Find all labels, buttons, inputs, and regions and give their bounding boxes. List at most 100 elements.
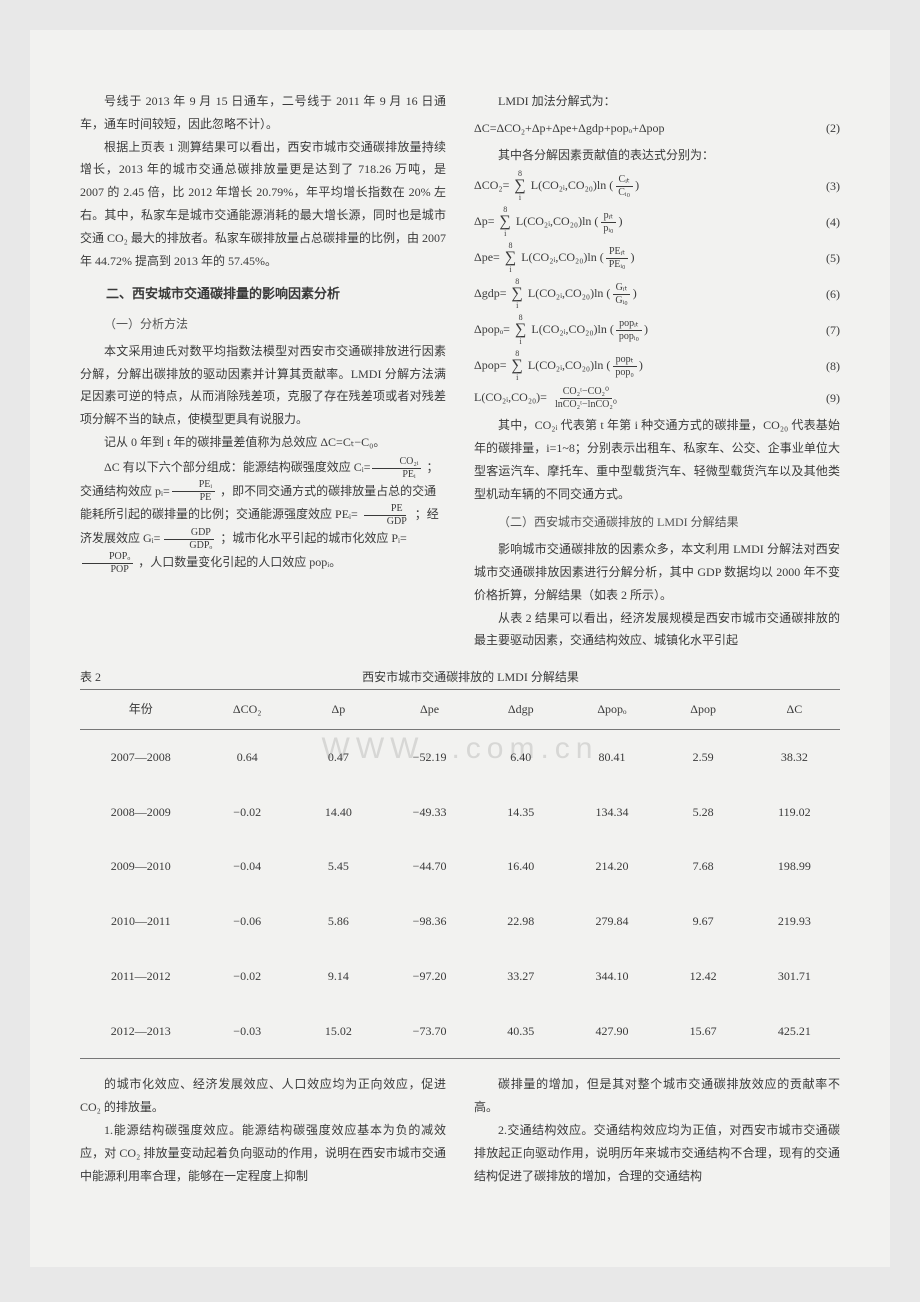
table-cell: 40.35 bbox=[475, 1004, 566, 1059]
table-cell: 2008—2009 bbox=[80, 785, 202, 840]
equation-8: Δpop= 8∑i L(CO₂ᵢ,CO₂₀)ln (popₜpop₀) (8) bbox=[474, 350, 840, 382]
left-composite-paragraph: ΔC 有以下六个部分组成：能源结构碳强度效应 Cᵢ=CO₂ᵢPEᵢ ；交通结构效… bbox=[80, 456, 446, 575]
eq3-fd: Cᵢ₀ bbox=[615, 187, 633, 198]
eq5-fn: PEᵢₜ bbox=[606, 247, 628, 259]
eq2-body: ΔC=ΔCO₂+Δp+Δpe+Δgdp+popₒ+Δpop bbox=[474, 121, 665, 135]
table-cell: 12.42 bbox=[658, 949, 749, 1004]
eq8-num: (8) bbox=[800, 355, 840, 378]
table-cell: 16.40 bbox=[475, 839, 566, 894]
eq3-lhs: ΔCO₂= bbox=[474, 178, 509, 192]
right-column: LMDI 加法分解式为： ΔC=ΔCO₂+Δp+Δpe+Δgdp+popₒ+Δp… bbox=[474, 90, 840, 652]
equation-6: Δgdp= 8∑i L(CO₂ᵢ,CO₂₀)ln (GᵢₜGᵢ₀) (6) bbox=[474, 278, 840, 310]
table-cell: 2012—2013 bbox=[80, 1004, 202, 1059]
right-p2: 影响城市交通碳排放的因素众多，本文利用 LMDI 分解法对西安城市交通碳排放因素… bbox=[474, 538, 840, 606]
left-p1: 号线于 2013 年 9 月 15 日通车，二号线于 2011 年 9 月 16… bbox=[80, 90, 446, 136]
left-p3: 本文采用迪氏对数平均指数法模型对西安市交通碳排放进行因素分解，分解出碳排放的驱动… bbox=[80, 340, 446, 431]
table-cell: 0.64 bbox=[202, 729, 293, 784]
bottom-r1: 碳排量的增加，但是其对整个城市交通碳排放效应的贡献率不高。 bbox=[474, 1073, 840, 1119]
pi-label: pᵢ= bbox=[155, 484, 170, 498]
pe-den: GDP bbox=[360, 516, 410, 527]
table-cell: 2007—2008 bbox=[80, 729, 202, 784]
ppi-den: POP bbox=[83, 564, 131, 575]
table-cell: 2009—2010 bbox=[80, 839, 202, 894]
table-cell: 14.40 bbox=[293, 785, 384, 840]
table-cell: 5.86 bbox=[293, 894, 384, 949]
gi-num: GDP bbox=[164, 528, 214, 540]
right-p-after-eq: 其中，CO₂ᵢ 代表第 t 年第 i 种交通方式的碳排量，CO₂₀ 代表基始年的… bbox=[474, 414, 840, 505]
table-header-cell: Δpe bbox=[384, 689, 475, 729]
eq7-num: (7) bbox=[800, 319, 840, 342]
eq4-num: (4) bbox=[800, 211, 840, 234]
decomp-intro: 其中各分解因素贡献值的表达式分别为： bbox=[474, 144, 840, 167]
table-header-cell: Δdgp bbox=[475, 689, 566, 729]
sum-bot-6: i bbox=[516, 302, 518, 310]
table-cell: 427.90 bbox=[566, 1004, 657, 1059]
eq4-fn: pᵢₜ bbox=[601, 211, 617, 223]
table-cell: 119.02 bbox=[749, 785, 840, 840]
section-2-title: 二、西安城市交通碳排量的影响因素分析 bbox=[80, 282, 446, 307]
table-cell: −0.06 bbox=[202, 894, 293, 949]
eq5-L: L(CO₂ᵢ,CO₂₀)ln bbox=[521, 250, 597, 264]
bottom-l2: 1.能源结构碳强度效应。能源结构碳强度效应基本为负的减效应，对 CO₂ 排放量变… bbox=[80, 1119, 446, 1187]
eq8-lhs: Δpop= bbox=[474, 358, 506, 372]
table-cell: −49.33 bbox=[384, 785, 475, 840]
pi-den: PE bbox=[173, 492, 215, 503]
table-cell: −0.04 bbox=[202, 839, 293, 894]
table-label: 表 2 bbox=[80, 666, 101, 689]
table-row: 2011—2012−0.029.14−97.2033.27344.1012.42… bbox=[80, 949, 840, 1004]
equation-5: Δpe= 8∑i L(CO₂ᵢ,CO₂₀)ln (PEᵢₜPEᵢ₀) (5) bbox=[474, 242, 840, 274]
subsection-1: （一）分析方法 bbox=[80, 313, 446, 336]
table-cell: 15.67 bbox=[658, 1004, 749, 1059]
gi-label: Gᵢ= bbox=[143, 531, 160, 545]
table-cell: 22.98 bbox=[475, 894, 566, 949]
table-cell: −98.36 bbox=[384, 894, 475, 949]
eq8-L: L(CO₂ᵢ,CO₂₀)ln bbox=[528, 358, 604, 372]
table-cell: −0.02 bbox=[202, 785, 293, 840]
eq7-L: L(CO₂ᵢ,CO₂₀)ln bbox=[531, 322, 607, 336]
eq8-fn: popₜ bbox=[613, 355, 637, 367]
bottom-l1: 的城市化效应、经济发展效应、人口效应均为正向效应，促进 CO₂ 的排放量。 bbox=[80, 1073, 446, 1119]
ci-eq: Cᵢ=CO₂ᵢPEᵢ bbox=[354, 460, 427, 474]
table-header-cell: Δpop bbox=[658, 689, 749, 729]
table-cell: −97.20 bbox=[384, 949, 475, 1004]
equation-3: ΔCO₂= 8∑i L(CO₂ᵢ,CO₂₀)ln (CᵢₜCᵢ₀) (3) bbox=[474, 170, 840, 202]
left-p4: 记从 0 年到 t 年的碳排量差值称为总效应 ΔC=Cₜ−C₀。 bbox=[80, 431, 446, 454]
sum-bot-8: i bbox=[516, 374, 518, 382]
eq9-fd: lnCO₂ᵗ−lnCO₂⁰ bbox=[552, 399, 620, 410]
equation-7: Δpopₒ= 8∑i L(CO₂ᵢ,CO₂₀)ln (popᵢₜpopᵢ₀) (… bbox=[474, 314, 840, 346]
table-cell: −73.70 bbox=[384, 1004, 475, 1059]
equation-4: Δp= 8∑i L(CO₂ᵢ,CO₂₀)ln (pᵢₜpᵢ₀) (4) bbox=[474, 206, 840, 238]
ci-den: PEᵢ bbox=[375, 469, 418, 480]
eq7-fd: popᵢ₀ bbox=[616, 331, 642, 342]
table-cell: 2010—2011 bbox=[80, 894, 202, 949]
table-cell: 214.20 bbox=[566, 839, 657, 894]
table-cell: 279.84 bbox=[566, 894, 657, 949]
table-cell: −0.03 bbox=[202, 1004, 293, 1059]
eq9-num: (9) bbox=[800, 387, 840, 410]
table-cell: 80.41 bbox=[566, 729, 657, 784]
table-cell: 219.93 bbox=[749, 894, 840, 949]
table-cell: 38.32 bbox=[749, 729, 840, 784]
table-cell: −0.02 bbox=[202, 949, 293, 1004]
table-caption-row: 表 2 西安市城市交通碳排放的 LMDI 分解结果 bbox=[80, 666, 840, 689]
table-cell: 5.28 bbox=[658, 785, 749, 840]
ci-num: CO₂ᵢ bbox=[372, 457, 421, 469]
table-cell: 198.99 bbox=[749, 839, 840, 894]
right-p3: 从表 2 结果可以看出，经济发展规模是西安市城市交通碳排放的最主要驱动因素，交通… bbox=[474, 607, 840, 653]
table-header-cell: ΔCO₂ bbox=[202, 689, 293, 729]
table-cell: −52.19 bbox=[384, 729, 475, 784]
frag-6: ，人口数量变化引起的人口效应 popᵢ。 bbox=[138, 555, 341, 569]
top-two-column: 号线于 2013 年 9 月 15 日通车，二号线于 2011 年 9 月 16… bbox=[80, 90, 840, 652]
equation-9: L(CO₂ᵢ,CO₂₀)= CO₂ᵗ−CO₂⁰lnCO₂ᵗ−lnCO₂⁰ (9) bbox=[474, 386, 840, 410]
eq4-fd: pᵢ₀ bbox=[600, 223, 616, 234]
eq3-fn: Cᵢₜ bbox=[616, 175, 633, 187]
eq6-L: L(CO₂ᵢ,CO₂₀)ln bbox=[528, 286, 604, 300]
table-caption: 西安市城市交通碳排放的 LMDI 分解结果 bbox=[101, 666, 840, 689]
ppi-num: POPₒ bbox=[82, 552, 133, 564]
table-row: 2008—2009−0.0214.40−49.3314.35134.345.28… bbox=[80, 785, 840, 840]
sum-bot-5: i bbox=[509, 266, 511, 274]
pe-eq: PEᵢ=PEGDP bbox=[335, 507, 415, 521]
ci-label: Cᵢ= bbox=[354, 460, 371, 474]
pi-eq: pᵢ=PEᵢPE bbox=[155, 484, 220, 498]
gi-eq: Gᵢ=GDPGDPₒ bbox=[143, 531, 220, 545]
